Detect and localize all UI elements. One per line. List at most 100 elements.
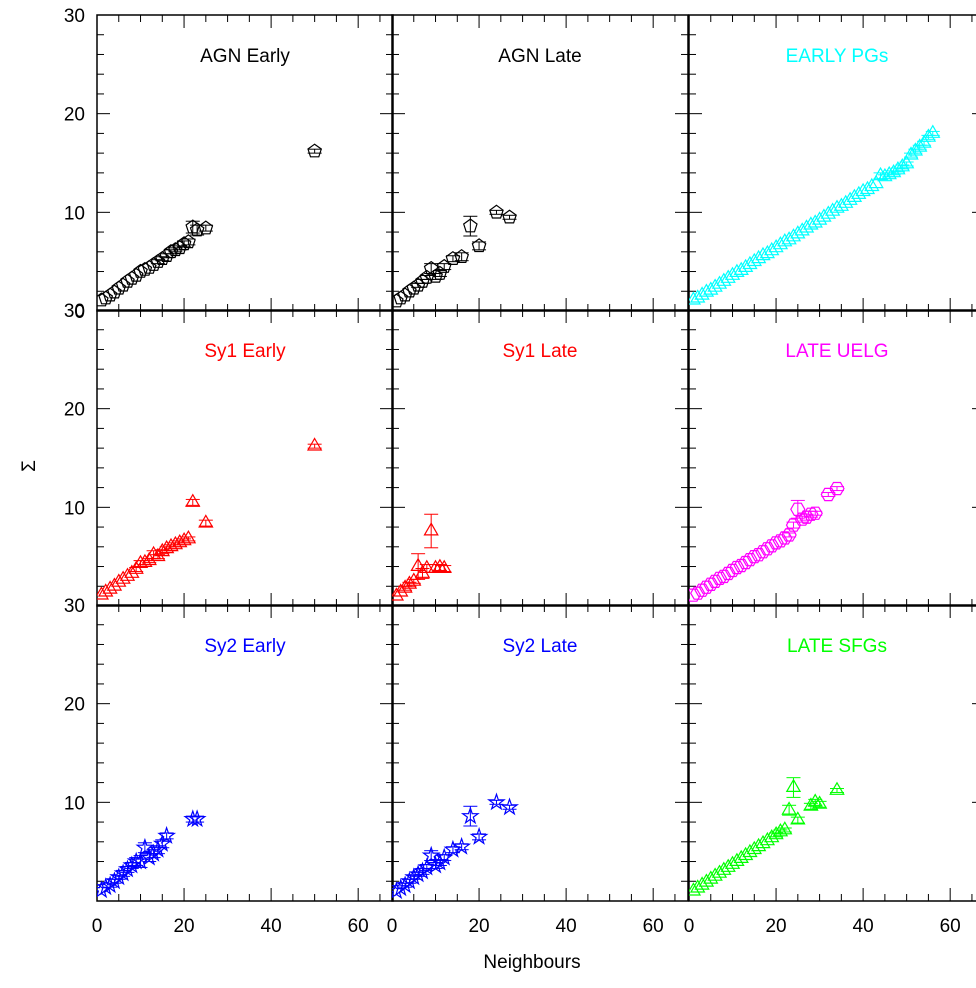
- error-bar: [198, 519, 213, 527]
- data-point: [419, 559, 435, 573]
- error-bar: [899, 161, 914, 167]
- data-point: [750, 548, 767, 562]
- data-point: [755, 545, 771, 559]
- series-points: [392, 513, 452, 601]
- data-point: [106, 577, 123, 591]
- data-point: [176, 236, 192, 251]
- data-point: [851, 185, 867, 199]
- data-point: [772, 823, 789, 837]
- data-point: [445, 250, 461, 265]
- panel-frame: [688, 604, 976, 902]
- data-point: [864, 177, 880, 192]
- panel-late-uelg: LATE UELG: [688, 309, 976, 607]
- y-tick-label: 20: [64, 400, 85, 421]
- panel-frame: [391, 309, 689, 607]
- data-point: [401, 575, 418, 589]
- data-point: [750, 249, 767, 264]
- data-point: [154, 250, 170, 265]
- data-point: [454, 248, 470, 263]
- y-tick-label: 30: [64, 301, 85, 322]
- data-point: [820, 487, 836, 502]
- axis-ticks: [96, 14, 393, 312]
- data-point: [790, 811, 806, 825]
- data-point: [777, 821, 793, 835]
- data-point: [144, 843, 163, 862]
- data-point: [777, 531, 793, 545]
- series-points: [392, 204, 517, 308]
- data-point: [410, 277, 426, 292]
- axis-ticks: [391, 309, 688, 607]
- y-tick-label: 10: [64, 203, 85, 224]
- data-point: [772, 534, 789, 548]
- x-tick-label: 60: [348, 916, 369, 937]
- panel-frame: [391, 14, 689, 312]
- x-tick-label: 0: [387, 916, 398, 937]
- panel-title: Sy1 Early: [204, 341, 286, 362]
- data-point: [392, 293, 404, 308]
- data-point: [115, 277, 131, 292]
- data-point: [855, 182, 871, 197]
- data-point: [746, 550, 762, 564]
- x-tick-label: 40: [261, 916, 282, 937]
- y-tick-label: 10: [64, 793, 85, 814]
- data-point: [163, 244, 179, 259]
- data-point: [432, 265, 448, 280]
- error-bar: [830, 486, 844, 492]
- data-point: [733, 558, 749, 573]
- panel-frame: [688, 309, 976, 607]
- data-point: [881, 165, 897, 180]
- data-point: [759, 542, 776, 556]
- data-point: [133, 263, 148, 278]
- x-tick-label: 0: [92, 916, 103, 937]
- data-point: [469, 826, 489, 845]
- series-points: [689, 777, 845, 896]
- panel-title: LATE SFGs: [787, 636, 887, 657]
- data-point: [452, 836, 472, 855]
- data-point: [198, 514, 214, 528]
- data-point: [807, 506, 823, 520]
- series-points: [97, 437, 323, 600]
- data-point: [894, 158, 911, 172]
- panel-frame: [391, 604, 689, 902]
- panel-sy1-early: Sy1 Early: [96, 309, 394, 607]
- series-points: [97, 809, 207, 899]
- data-point: [486, 792, 506, 811]
- y-tick-label: 10: [64, 498, 85, 519]
- data-point: [502, 209, 517, 224]
- data-point: [414, 564, 431, 578]
- data-point: [689, 588, 702, 602]
- data-point: [794, 512, 810, 526]
- data-point: [724, 266, 741, 280]
- error-bar: [790, 816, 805, 824]
- data-point: [97, 292, 109, 307]
- data-point: [189, 222, 205, 237]
- data-point: [803, 507, 819, 521]
- data-point: [406, 280, 422, 295]
- data-point: [829, 199, 845, 213]
- data-point: [694, 286, 710, 300]
- data-point: [128, 267, 144, 282]
- error-bar: [181, 536, 196, 542]
- data-point: [98, 290, 114, 305]
- error-bar: [185, 498, 200, 506]
- x-tick-label: 60: [643, 916, 664, 937]
- data-point: [111, 280, 127, 295]
- x-tick-label: 0: [684, 916, 695, 937]
- data-point: [187, 809, 207, 828]
- data-point: [412, 861, 432, 880]
- data-point: [181, 234, 196, 249]
- x-tick-label: 40: [556, 916, 577, 937]
- data-point: [397, 287, 413, 302]
- panel-frame: [96, 309, 394, 607]
- series-points: [689, 124, 941, 305]
- data-point: [707, 574, 723, 588]
- axis-ticks: [688, 604, 976, 902]
- data-point: [724, 563, 741, 578]
- data-point: [790, 502, 806, 516]
- data-point: [430, 852, 450, 871]
- data-point: [185, 493, 201, 507]
- data-point: [689, 291, 702, 305]
- data-point: [829, 781, 845, 795]
- data-point: [306, 437, 323, 451]
